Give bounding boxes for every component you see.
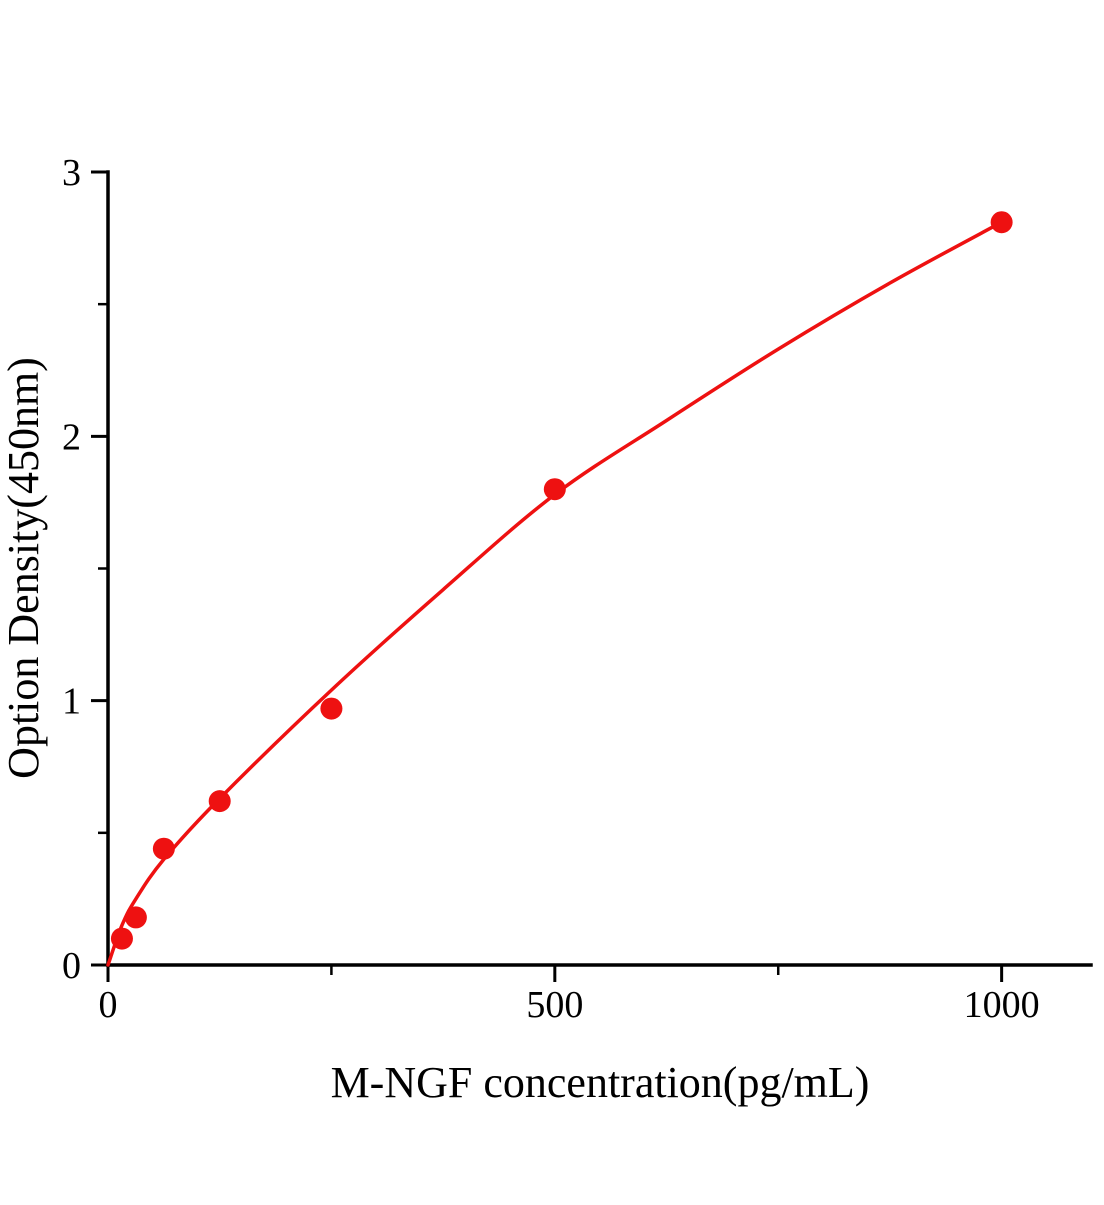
data-point [320,697,343,720]
y-tick-label: 3 [62,152,81,194]
x-tick-label: 0 [99,984,118,1026]
axes-layer: 0 500 1000 0 1 2 3 [62,152,1093,1026]
data-point [124,906,147,929]
x-tick-label: 500 [526,984,583,1026]
data-point [208,790,231,813]
series-layer [106,211,1013,967]
y-tick-label: 1 [62,681,81,723]
data-point [152,837,175,860]
y-axis-title: Option Density(450nm) [0,357,48,779]
y-tick-label: 2 [62,416,81,458]
x-axis-title: M-NGF concentration(pg/mL) [331,1058,870,1107]
fit-curve [106,220,1004,967]
data-point [990,211,1013,234]
data-point [543,478,566,501]
data-point [110,927,133,950]
y-tick-label: 0 [62,945,81,987]
x-tick-label: 1000 [964,984,1040,1026]
